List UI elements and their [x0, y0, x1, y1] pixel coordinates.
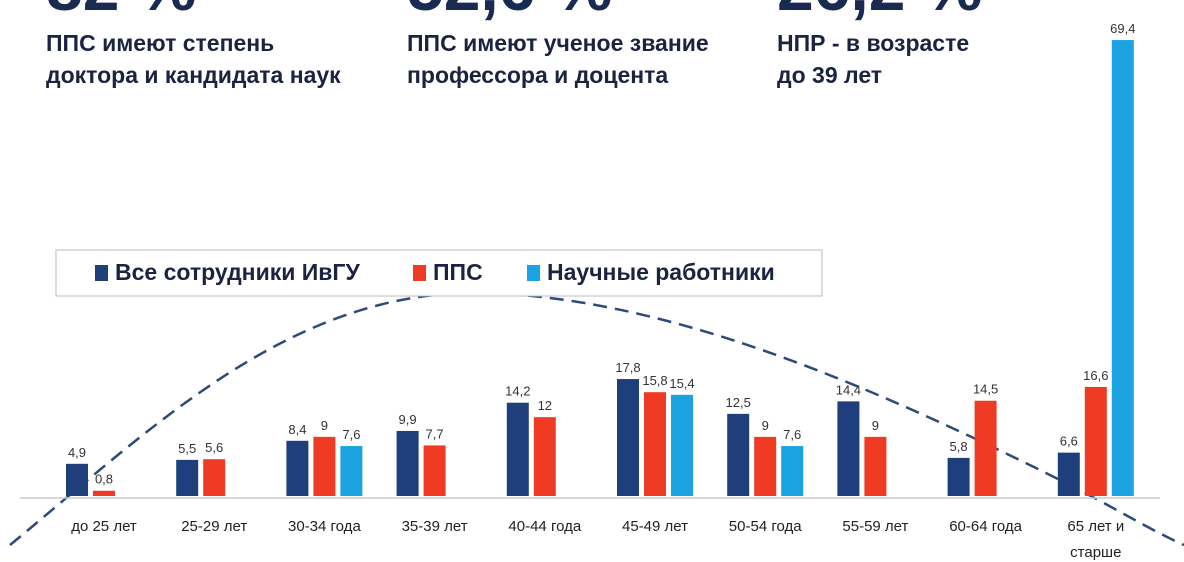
x-tick-label: 40-44 года [508, 518, 582, 535]
bar [947, 457, 970, 496]
headline-text: НПР - в возрасте [777, 30, 969, 56]
x-tick-label: 35-39 лет [401, 518, 468, 535]
bar [671, 394, 693, 496]
data-label: 8,4 [288, 422, 306, 437]
bar [313, 436, 336, 496]
data-label: 9 [872, 418, 879, 433]
headline-text: ППС имеют ученое звание [407, 30, 709, 56]
data-label: 5,5 [178, 441, 196, 456]
data-label: 7,6 [783, 427, 801, 442]
bar [754, 436, 777, 496]
legend-label: Все сотрудники ИвГУ [115, 259, 360, 285]
data-label: 14,4 [836, 382, 861, 397]
x-tick-label: 50-54 года [728, 518, 802, 535]
data-label: 7,6 [342, 427, 360, 442]
bar [1057, 452, 1080, 496]
data-label: 15,8 [642, 373, 667, 388]
data-label: 7,7 [426, 426, 444, 441]
legend [55, 249, 823, 297]
bar [617, 379, 639, 496]
headline-figure: 52,6 % [407, 0, 612, 24]
data-label: 4,9 [68, 445, 86, 460]
bar [837, 401, 860, 496]
bar [1111, 40, 1134, 497]
legend-swatch [413, 265, 426, 281]
data-label: 6,6 [1060, 434, 1078, 449]
data-label: 15,4 [669, 376, 694, 391]
bar [974, 400, 997, 496]
bar [66, 463, 88, 496]
bar [506, 402, 529, 496]
bar [176, 459, 199, 496]
bar [781, 446, 804, 496]
data-label: 12,5 [726, 395, 751, 410]
x-tick-label: 60-64 года [949, 518, 1022, 535]
bar [286, 440, 309, 496]
data-label: 9,9 [399, 412, 417, 427]
data-label: 14,5 [973, 382, 998, 397]
data-label: 9 [321, 418, 328, 433]
data-label: 9 [762, 418, 769, 433]
trend-curve [9, 291, 1184, 547]
x-tick-label: 45-49 лет [622, 518, 688, 535]
data-label: 17,8 [615, 360, 640, 375]
headline-figure: 82 % [46, 0, 196, 24]
data-label: 12 [538, 398, 552, 413]
headline-figure: 26,2 % [777, 0, 982, 24]
legend-swatch [527, 265, 540, 281]
bar [340, 446, 363, 496]
bar [644, 392, 666, 496]
data-label: 16,6 [1083, 368, 1108, 383]
bar [396, 430, 419, 496]
bar [203, 459, 226, 496]
data-label: 5,8 [950, 439, 968, 454]
x-tick-label: 30-34 года [288, 518, 361, 535]
x-tick-label: до 25 лет [71, 518, 137, 535]
data-label: 5,6 [205, 440, 223, 455]
data-label: 69,4 [1110, 21, 1135, 36]
legend-label: ППС [433, 259, 483, 285]
headline-text: ППС имеют степень [46, 30, 274, 56]
headline-text: профессора и доцента [407, 62, 668, 88]
legend-label: Научные работники [547, 259, 775, 285]
headline-text: доктора и кандидата наук [46, 62, 341, 88]
legend-swatch [95, 265, 108, 281]
headline-text: до 39 лет [777, 62, 882, 88]
bar [864, 436, 887, 496]
bar [533, 417, 556, 496]
bar [1084, 386, 1107, 496]
x-tick-label: 65 лет и старше [1067, 518, 1125, 561]
x-tick-label: 25-29 лет [181, 518, 248, 535]
data-label: 14,2 [505, 384, 530, 399]
bar [727, 413, 750, 496]
data-label: 0,8 [95, 472, 113, 487]
bar [423, 445, 446, 496]
bar [93, 490, 115, 496]
x-tick-label: 55-59 лет [842, 518, 909, 535]
